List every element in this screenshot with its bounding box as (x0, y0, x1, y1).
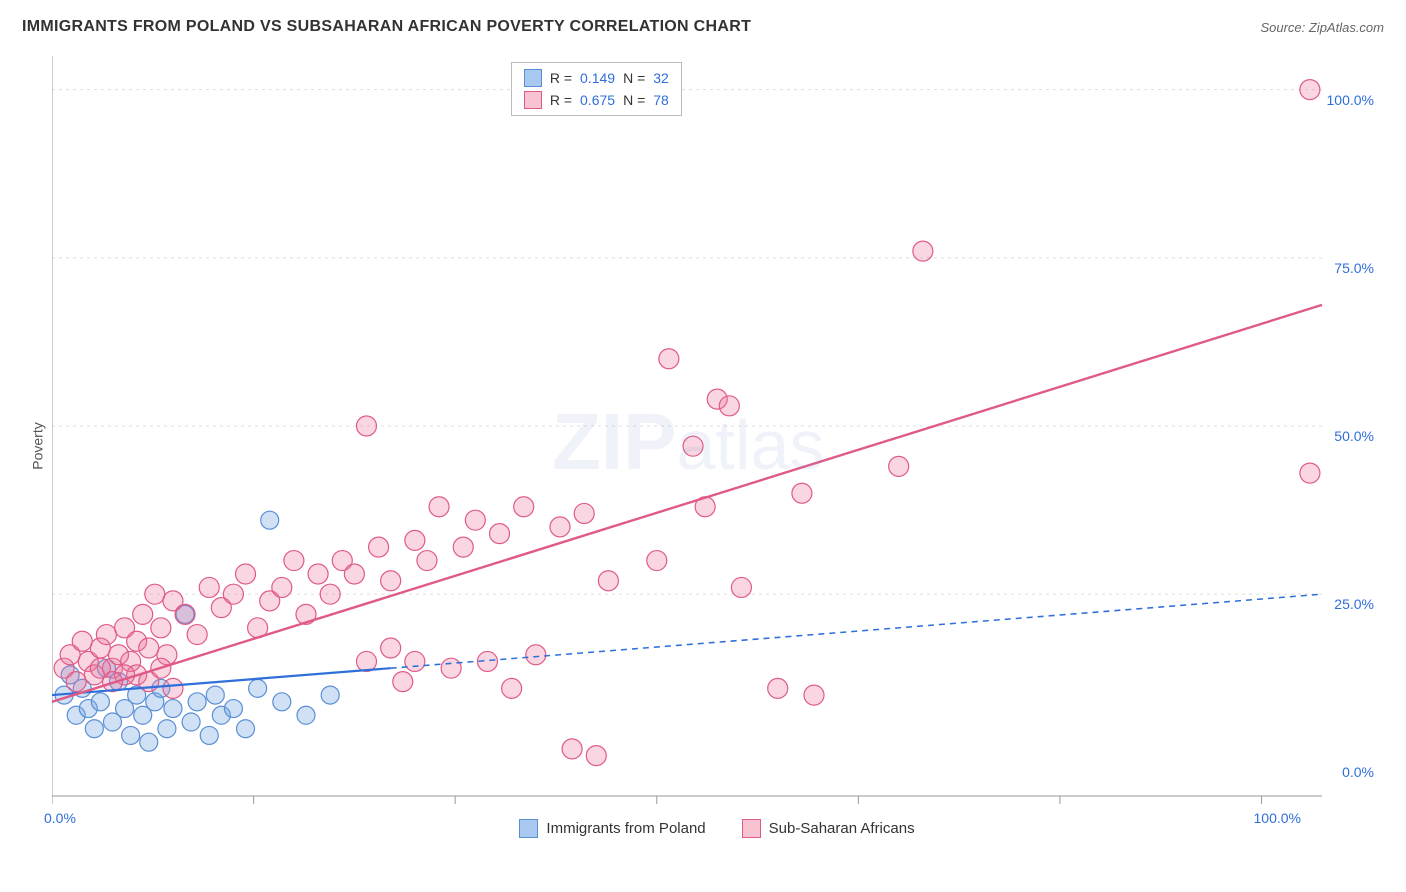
source-link[interactable]: ZipAtlas.com (1309, 20, 1384, 35)
scatter-chart-svg (52, 56, 1382, 806)
legend-label: Sub-Saharan Africans (769, 820, 915, 837)
legend-r-label: R = (550, 70, 572, 86)
legend-item: Immigrants from Poland (519, 819, 705, 838)
legend-swatch (524, 91, 542, 109)
series-legend: Immigrants from Poland Sub-Saharan Africa… (52, 819, 1382, 838)
legend-swatch (742, 819, 761, 838)
legend-n-value: 78 (653, 92, 669, 108)
x-tick-label: 0.0% (44, 810, 76, 826)
legend-r-label: R = (550, 92, 572, 108)
y-tick-label: 75.0% (1334, 260, 1374, 276)
legend-swatch (519, 819, 538, 838)
legend-n-label: N = (623, 92, 645, 108)
source-prefix: Source: (1260, 20, 1308, 35)
source-attribution: Source: ZipAtlas.com (1260, 20, 1384, 35)
x-tick-label: 100.0% (1254, 810, 1301, 826)
legend-r-value: 0.675 (580, 92, 615, 108)
y-tick-label: 25.0% (1334, 596, 1374, 612)
legend-label: Immigrants from Poland (546, 820, 705, 837)
y-tick-label: 100.0% (1327, 92, 1374, 108)
y-axis-label: Poverty (30, 422, 46, 469)
legend-r-value: 0.149 (580, 70, 615, 86)
correlation-legend: R = 0.149 N = 32 R = 0.675 N = 78 (511, 62, 682, 116)
y-tick-label: 0.0% (1342, 764, 1374, 780)
chart-area: ZIPatlas R =0.149N =32R =0.675N =78 Immi… (52, 56, 1382, 836)
y-tick-label: 50.0% (1334, 428, 1374, 444)
legend-n-value: 32 (653, 70, 669, 86)
chart-title: IMMIGRANTS FROM POLAND VS SUBSAHARAN AFR… (22, 18, 751, 36)
legend-item: Sub-Saharan Africans (742, 819, 915, 838)
legend-swatch (524, 69, 542, 87)
legend-n-label: N = (623, 70, 645, 86)
